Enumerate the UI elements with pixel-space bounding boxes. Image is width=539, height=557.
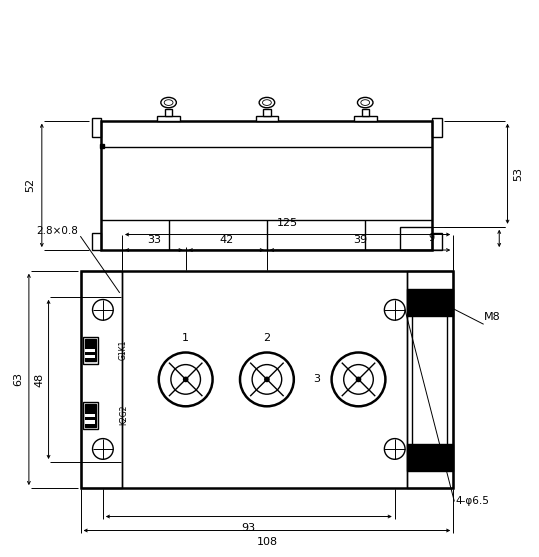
Bar xyxy=(432,233,442,250)
Bar xyxy=(157,116,180,121)
Bar xyxy=(85,355,95,358)
Ellipse shape xyxy=(259,97,275,108)
Bar xyxy=(92,233,101,250)
Ellipse shape xyxy=(262,100,271,105)
Bar xyxy=(400,227,432,250)
Text: 2: 2 xyxy=(264,333,271,343)
Text: 39: 39 xyxy=(353,235,367,245)
Text: 53: 53 xyxy=(513,167,523,180)
Bar xyxy=(354,116,377,121)
Bar xyxy=(263,109,271,116)
Bar xyxy=(85,404,96,427)
Ellipse shape xyxy=(361,100,370,105)
Bar xyxy=(81,271,453,488)
Text: 2.8×0.8: 2.8×0.8 xyxy=(36,226,78,236)
Text: 125: 125 xyxy=(277,218,298,228)
Circle shape xyxy=(265,377,269,382)
Text: 93: 93 xyxy=(241,522,256,532)
Text: 48: 48 xyxy=(34,372,44,387)
Bar xyxy=(101,121,432,250)
Ellipse shape xyxy=(161,97,176,108)
Bar xyxy=(362,109,369,116)
Bar xyxy=(85,414,95,417)
Circle shape xyxy=(183,377,188,382)
Text: 42: 42 xyxy=(219,235,233,245)
Circle shape xyxy=(356,377,361,382)
Bar xyxy=(83,402,98,429)
Text: 4-φ6.5: 4-φ6.5 xyxy=(456,496,489,506)
Bar xyxy=(85,421,95,423)
Bar xyxy=(100,144,104,148)
Bar xyxy=(406,443,453,471)
Text: 63: 63 xyxy=(13,373,24,387)
Bar xyxy=(432,118,442,137)
Text: 9: 9 xyxy=(429,233,434,243)
Bar xyxy=(81,271,122,488)
Text: 33: 33 xyxy=(147,235,161,245)
Text: G1K1: G1K1 xyxy=(119,340,128,360)
Bar xyxy=(255,116,278,121)
Ellipse shape xyxy=(164,100,173,105)
Bar xyxy=(406,271,453,488)
Ellipse shape xyxy=(357,97,373,108)
Text: 52: 52 xyxy=(26,178,36,192)
Bar xyxy=(412,297,447,462)
Bar xyxy=(85,349,95,352)
Text: 1: 1 xyxy=(182,333,189,343)
Text: K2G2: K2G2 xyxy=(119,405,128,426)
Bar xyxy=(85,339,96,361)
Text: 3: 3 xyxy=(313,374,320,384)
Text: M8: M8 xyxy=(484,312,501,323)
Bar xyxy=(406,289,453,316)
Bar xyxy=(83,336,98,364)
Bar xyxy=(165,109,172,116)
Text: 108: 108 xyxy=(257,537,278,547)
Bar xyxy=(92,118,101,137)
